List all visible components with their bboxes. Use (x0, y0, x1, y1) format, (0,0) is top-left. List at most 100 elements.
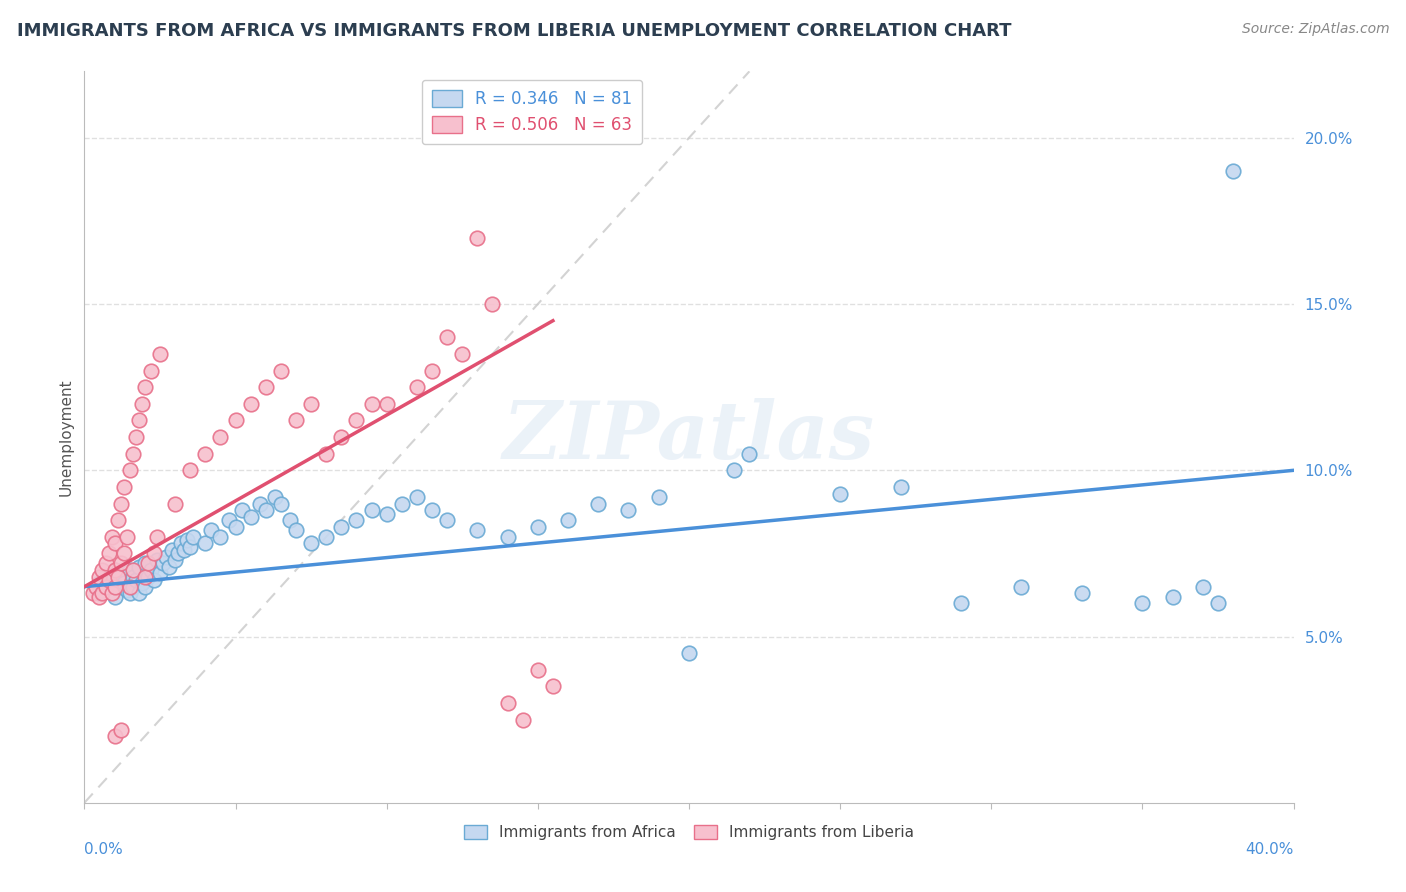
Point (527, 663, 550, 677)
Point (375, 397, 398, 411)
Point (225, 413, 247, 427)
Point (346, 413, 368, 427)
Point (121, 570, 143, 584)
Point (541, 680, 564, 694)
Point (136, 570, 159, 584)
Point (149, 347, 172, 361)
Point (100, 573, 122, 587)
Point (128, 559, 150, 574)
Point (285, 413, 308, 427)
Point (160, 543, 183, 558)
Point (89, 590, 111, 604)
Point (209, 530, 232, 544)
Point (1011, 580, 1033, 594)
Point (134, 580, 156, 594)
Point (100, 586, 122, 600)
Point (200, 523, 222, 537)
Point (142, 573, 165, 587)
Point (617, 503, 640, 517)
Point (110, 723, 132, 737)
Point (179, 463, 201, 477)
Point (249, 497, 271, 511)
Point (89, 576, 111, 591)
Point (194, 536, 217, 550)
Point (738, 447, 761, 461)
Point (134, 380, 156, 394)
Point (157, 559, 180, 574)
Point (139, 363, 162, 377)
Point (136, 557, 159, 571)
Point (91, 582, 114, 597)
Point (107, 570, 129, 584)
Point (723, 463, 745, 477)
Point (1130, 596, 1153, 610)
Point (299, 536, 322, 550)
Point (165, 497, 187, 511)
Point (830, 486, 852, 500)
Point (110, 497, 132, 511)
Point (118, 580, 141, 594)
Point (467, 523, 489, 537)
Point (263, 490, 285, 504)
Point (131, 397, 153, 411)
Point (360, 503, 382, 517)
Point (146, 530, 169, 544)
Point (152, 557, 174, 571)
Point (94, 557, 117, 571)
Point (1071, 586, 1094, 600)
Text: Source: ZipAtlas.com: Source: ZipAtlas.com (1241, 22, 1389, 37)
Point (315, 530, 337, 544)
Point (254, 503, 277, 517)
Point (239, 509, 262, 524)
Text: 40.0%: 40.0% (1246, 842, 1294, 856)
Point (91, 563, 114, 577)
Point (139, 563, 162, 577)
Point (97, 580, 120, 594)
Point (315, 447, 337, 461)
Point (406, 490, 429, 504)
Point (97, 573, 120, 587)
Point (420, 363, 443, 377)
Point (420, 503, 443, 517)
Point (97, 546, 120, 560)
Point (481, 297, 503, 311)
Point (1161, 590, 1184, 604)
Point (179, 540, 201, 554)
Point (176, 533, 198, 548)
Point (110, 557, 132, 571)
Point (89, 570, 111, 584)
Point (165, 553, 187, 567)
Point (104, 536, 127, 550)
Point (231, 503, 253, 517)
Point (496, 530, 519, 544)
Point (239, 397, 262, 411)
Point (218, 513, 240, 527)
Point (278, 513, 301, 527)
Point (588, 497, 610, 511)
Point (270, 497, 292, 511)
Text: ZIPatlas: ZIPatlas (503, 399, 875, 475)
Point (115, 530, 138, 544)
Point (209, 430, 232, 444)
Point (125, 430, 148, 444)
Point (527, 520, 550, 534)
Point (648, 490, 671, 504)
Point (467, 230, 489, 244)
Point (82, 586, 104, 600)
Point (330, 520, 353, 534)
Point (134, 557, 156, 571)
Point (149, 566, 172, 581)
Point (121, 580, 143, 594)
Point (142, 546, 165, 560)
Point (1222, 164, 1244, 178)
Legend: Immigrants from Africa, Immigrants from Liberia: Immigrants from Africa, Immigrants from … (457, 819, 921, 847)
Point (100, 530, 122, 544)
Point (173, 543, 195, 558)
Point (118, 463, 141, 477)
Point (107, 513, 129, 527)
Point (131, 576, 153, 591)
Point (299, 397, 322, 411)
Point (436, 330, 458, 344)
Point (557, 513, 579, 527)
Point (89, 586, 111, 600)
